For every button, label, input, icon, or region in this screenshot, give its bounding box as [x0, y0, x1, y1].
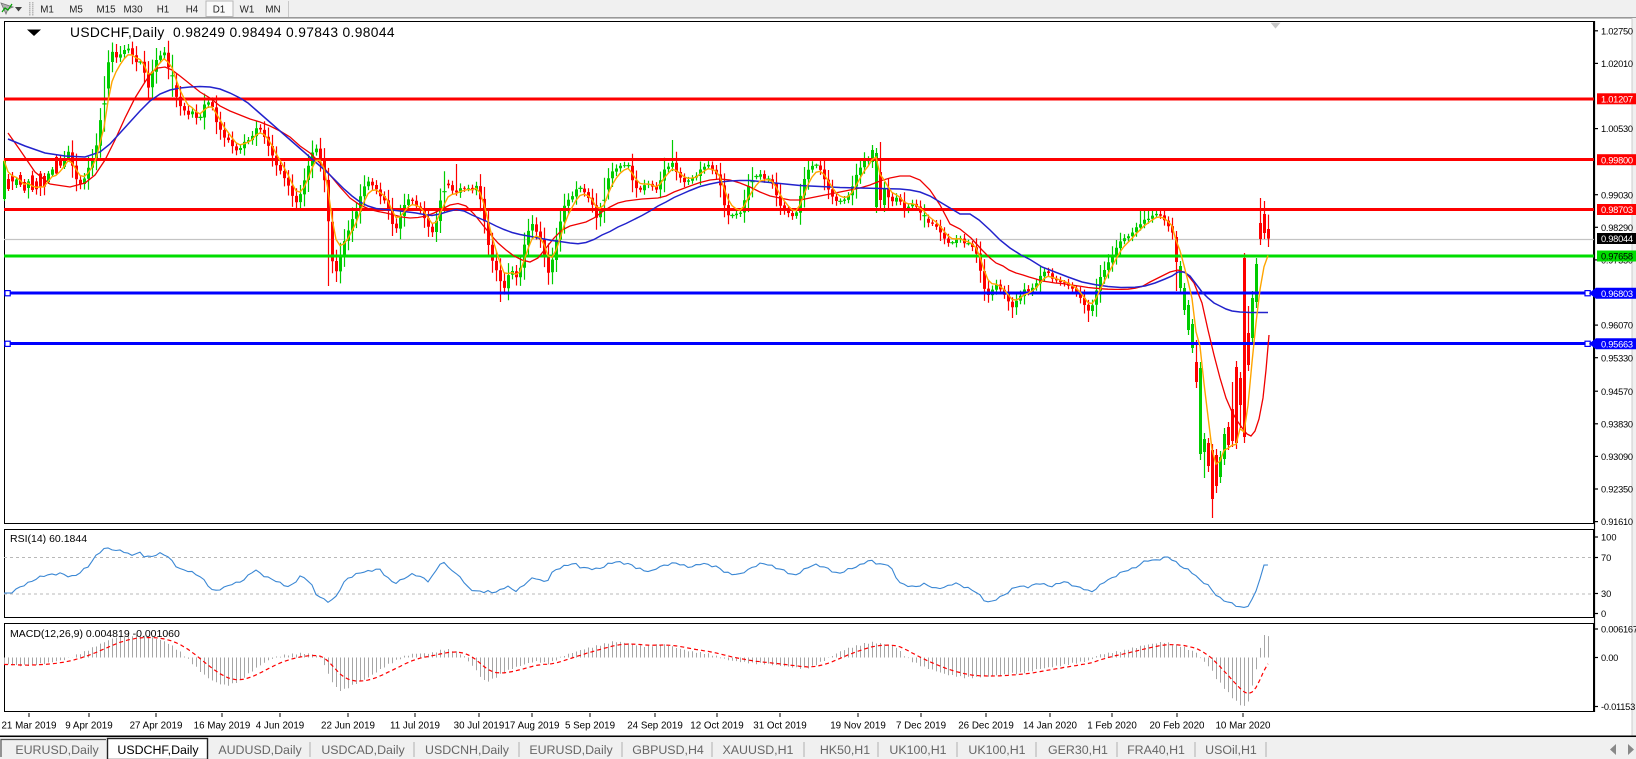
- svg-text:0.99030: 0.99030: [1601, 190, 1633, 200]
- svg-text:1.01207: 1.01207: [1601, 94, 1633, 104]
- svg-text:H1: H1: [157, 4, 170, 15]
- svg-text:0.95663: 0.95663: [1601, 339, 1633, 349]
- svg-text:UK100,H1: UK100,H1: [968, 743, 1025, 757]
- svg-text:0.96070: 0.96070: [1601, 321, 1633, 331]
- svg-text:EURUSD,Daily: EURUSD,Daily: [15, 743, 99, 757]
- svg-text:XAUUSD,H1: XAUUSD,H1: [723, 743, 794, 757]
- svg-text:14 Jan 2020: 14 Jan 2020: [1023, 721, 1077, 732]
- svg-text:0.91610: 0.91610: [1601, 517, 1633, 527]
- svg-text:1.00530: 1.00530: [1601, 124, 1633, 134]
- svg-text:1 Feb 2020: 1 Feb 2020: [1087, 721, 1137, 732]
- svg-text:M30: M30: [123, 4, 143, 15]
- svg-text:RSI(14) 60.1844: RSI(14) 60.1844: [10, 533, 87, 545]
- svg-text:MACD(12,26,9) 0.004819 -0.0010: MACD(12,26,9) 0.004819 -0.001060: [10, 628, 180, 640]
- svg-text:0.006167: 0.006167: [1601, 625, 1636, 635]
- svg-text:30 Jul 2019: 30 Jul 2019: [454, 721, 505, 732]
- svg-text:26 Dec 2019: 26 Dec 2019: [958, 721, 1014, 732]
- svg-text:GBPUSD,H4: GBPUSD,H4: [632, 743, 704, 757]
- svg-text:9 Apr 2019: 9 Apr 2019: [65, 721, 112, 732]
- svg-text:4 Jun 2019: 4 Jun 2019: [256, 721, 304, 732]
- svg-text:USOil,H1: USOil,H1: [1205, 743, 1257, 757]
- svg-text:USDCAD,Daily: USDCAD,Daily: [321, 743, 405, 757]
- svg-text:MN: MN: [265, 4, 280, 15]
- svg-text:7 Dec 2019: 7 Dec 2019: [896, 721, 946, 732]
- svg-text:0.93830: 0.93830: [1601, 419, 1633, 429]
- svg-text:USDCHF,Daily 0.98249 0.98494: USDCHF,Daily 0.98249 0.98494 0.97843 0.9…: [70, 25, 395, 40]
- svg-text:D1: D1: [213, 4, 226, 15]
- svg-text:30: 30: [1601, 589, 1611, 599]
- svg-text:21 Mar 2019: 21 Mar 2019: [1, 721, 56, 732]
- svg-text:M15: M15: [96, 4, 116, 15]
- svg-text:10 Mar 2020: 10 Mar 2020: [1215, 721, 1271, 732]
- svg-text:12 Oct 2019: 12 Oct 2019: [690, 721, 743, 732]
- svg-text:UK100,H1: UK100,H1: [889, 743, 946, 757]
- svg-text:0.94570: 0.94570: [1601, 387, 1633, 397]
- svg-text:5 Sep 2019: 5 Sep 2019: [565, 721, 615, 732]
- svg-text:W1: W1: [240, 4, 255, 15]
- svg-text:0.99800: 0.99800: [1601, 155, 1633, 165]
- svg-text:USDCHF,Daily: USDCHF,Daily: [117, 743, 199, 757]
- svg-text:0.93090: 0.93090: [1601, 452, 1633, 462]
- svg-text:-0.01153: -0.01153: [1601, 702, 1635, 712]
- svg-text:EURUSD,Daily: EURUSD,Daily: [529, 743, 613, 757]
- svg-text:USDCNH,Daily: USDCNH,Daily: [425, 743, 510, 757]
- svg-text:H4: H4: [186, 4, 199, 15]
- svg-text:22 Jun 2019: 22 Jun 2019: [321, 721, 375, 732]
- svg-text:HK50,H1: HK50,H1: [820, 743, 870, 757]
- svg-text:0.96803: 0.96803: [1601, 289, 1633, 299]
- svg-text:19 Nov 2019: 19 Nov 2019: [830, 721, 886, 732]
- svg-text:70: 70: [1601, 553, 1611, 563]
- svg-text:0.00: 0.00: [1601, 653, 1618, 663]
- svg-text:11 Jul 2019: 11 Jul 2019: [390, 721, 440, 732]
- svg-text:0.98044: 0.98044: [1601, 234, 1633, 244]
- svg-text:27 Apr 2019: 27 Apr 2019: [130, 721, 183, 732]
- svg-text:17 Aug 2019: 17 Aug 2019: [504, 721, 559, 732]
- svg-text:0.98290: 0.98290: [1601, 223, 1633, 233]
- svg-text:0.98703: 0.98703: [1601, 205, 1633, 215]
- svg-text:20 Feb 2020: 20 Feb 2020: [1149, 721, 1205, 732]
- svg-text:0.92350: 0.92350: [1601, 485, 1633, 495]
- svg-text:24 Sep 2019: 24 Sep 2019: [627, 721, 683, 732]
- svg-text:AUDUSD,Daily: AUDUSD,Daily: [218, 743, 302, 757]
- svg-text:FRA40,H1: FRA40,H1: [1127, 743, 1185, 757]
- svg-text:0.97658: 0.97658: [1601, 252, 1633, 262]
- svg-text:0.95330: 0.95330: [1601, 353, 1633, 363]
- svg-text:0: 0: [1601, 609, 1606, 619]
- svg-text:GER30,H1: GER30,H1: [1048, 743, 1108, 757]
- svg-text:M1: M1: [40, 4, 54, 15]
- svg-text:1.02750: 1.02750: [1601, 26, 1633, 36]
- svg-text:16 May 2019: 16 May 2019: [194, 721, 251, 732]
- svg-text:100: 100: [1601, 533, 1617, 543]
- svg-text:1.02010: 1.02010: [1601, 59, 1633, 69]
- svg-text:31 Oct 2019: 31 Oct 2019: [753, 721, 806, 732]
- svg-text:M5: M5: [69, 4, 83, 15]
